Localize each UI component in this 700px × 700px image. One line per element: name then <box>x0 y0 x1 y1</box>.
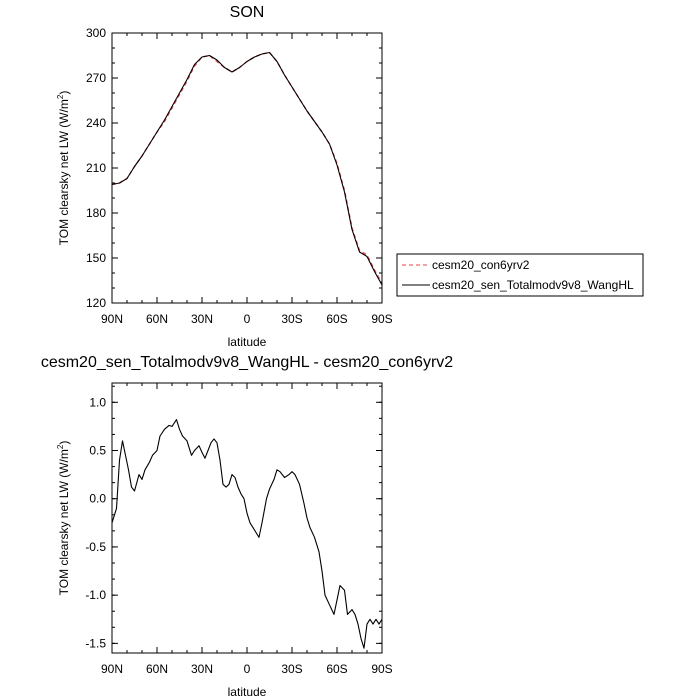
bottom-xtick-label: 30S <box>281 662 302 676</box>
bottom-title: cesm20_sen_Totalmodv9v8_WangHL - cesm20_… <box>41 354 453 371</box>
top-axes: 90N 60N 30N 0 30S 60S 90S 120 150 180 210 240 270 300 <box>86 26 393 326</box>
top-series-line-1 <box>111 51 383 286</box>
bottom-series-line-0 <box>111 419 383 649</box>
bottom-plot-frame <box>111 382 383 654</box>
bottom-xtick-label: 0 <box>244 662 251 676</box>
top-xtick-label: 0 <box>244 312 251 326</box>
bottom-ytick-label: 0.0 <box>89 492 106 506</box>
top-ytick-label: 240 <box>86 116 106 130</box>
top-xtick-label: 90N <box>101 312 123 326</box>
top-title: SON <box>230 4 265 21</box>
bottom-axes: 90N 60N 30N 0 30S 60S 90S -1.5 -1.0 -0.5 0.0 0.5 1.0 <box>85 383 393 676</box>
bottom-ytick-label: -0.5 <box>85 540 106 554</box>
top-panel: SON 90N 60N 30N 0 30S 60S 90S 120 150 180 210 240 27… <box>56 4 644 349</box>
top-xtick-label: 60S <box>326 312 347 326</box>
bottom-ytick-label: -1.0 <box>85 588 106 602</box>
bottom-xlabel: latitude <box>228 685 267 699</box>
top-ytick-label: 210 <box>86 161 106 175</box>
legend-box <box>396 253 644 297</box>
top-xtick-label: 90S <box>371 312 392 326</box>
top-ytick-label: 180 <box>86 206 106 220</box>
bottom-xtick-label: 60N <box>146 662 168 676</box>
top-xlabel: latitude <box>228 335 267 349</box>
top-legend: cesm20_con6yrv2 cesm20_sen_Totalmodv9v8_… <box>396 253 644 297</box>
top-ylabel: TOM clearsky net LW (W/m2) <box>56 91 71 246</box>
top-ytick-label: 270 <box>86 71 106 85</box>
top-series-line-0 <box>111 51 383 284</box>
top-xtick-label: 60N <box>146 312 168 326</box>
bottom-ylabel: TOM clearsky net LW (W/m2) <box>56 441 71 596</box>
bottom-xtick-label: 90N <box>101 662 123 676</box>
legend-label-wanghl: cesm20_sen_Totalmodv9v8_WangHL <box>432 278 634 292</box>
top-xtick-label: 30N <box>191 312 213 326</box>
top-ytick-label: 300 <box>86 26 106 40</box>
legend-label-con6yrv2: cesm20_con6yrv2 <box>432 258 530 272</box>
bottom-ytick-label: 1.0 <box>89 395 106 409</box>
top-plot-frame <box>111 32 383 304</box>
top-series-group <box>111 51 383 286</box>
bottom-xtick-label: 60S <box>326 662 347 676</box>
top-xtick-label: 30S <box>281 312 302 326</box>
top-ytick-label: 120 <box>86 296 106 310</box>
bottom-series-group <box>111 419 383 649</box>
bottom-ytick-label: 0.5 <box>89 444 106 458</box>
top-plot-clip-group <box>111 51 383 286</box>
top-ytick-label: 150 <box>86 251 106 265</box>
bottom-ytick-label: -1.5 <box>85 636 106 650</box>
bottom-xtick-label: 90S <box>371 662 392 676</box>
bottom-xtick-label: 30N <box>191 662 213 676</box>
bottom-panel: cesm20_sen_Totalmodv9v8_WangHL - cesm20_… <box>41 354 453 699</box>
